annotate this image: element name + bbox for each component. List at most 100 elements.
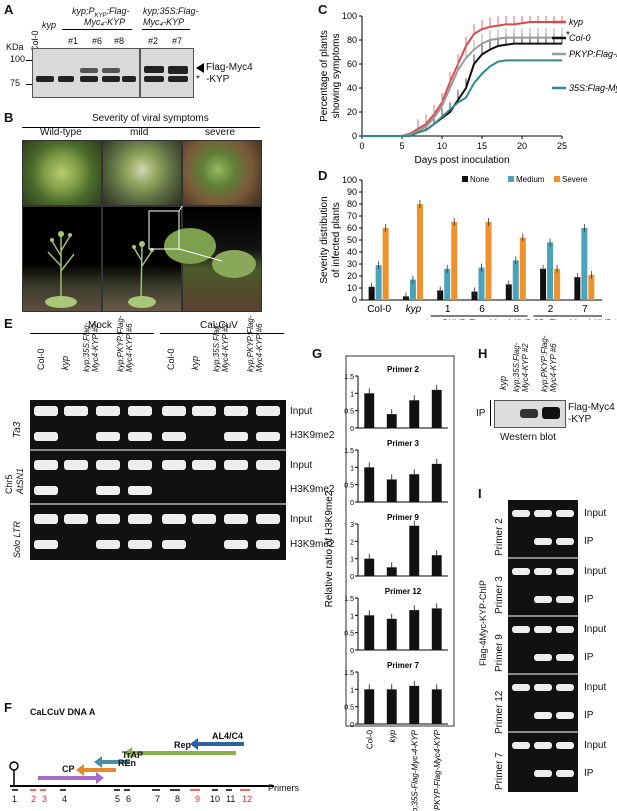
g-bar [409,610,420,650]
c-legend-label: Col-0 [569,33,591,43]
c-x-tick-label: 15 [477,141,487,151]
d-x-tick-label: Col-0 [367,304,391,315]
primer-1: 1 [12,794,18,804]
c-y-tick-label: 0 [352,131,357,141]
gel-i-bands [508,510,578,777]
d-y-tick-label: 90 [347,187,357,197]
group1-line2: Myc₄-KYP [84,17,126,27]
c-y-axis-title: Percentage of plantsshowing symptoms [319,30,342,122]
group2-line2: Myc₄-KYP [143,17,185,27]
g-bar [409,474,420,502]
d-bar [574,277,581,300]
primer-7: 7 [155,794,161,804]
g-x-tick-label: Col-0 [365,729,374,749]
group1-a: kyp;P [72,6,95,16]
locus-atsn1: AtSN1 [15,467,25,494]
d-y-axis-title: Severity distributionof infected plants [319,196,342,283]
g-y-tick-label: 1.5 [344,448,354,455]
e-row-input-1: Input [290,406,313,417]
c-x-tick-label: 10 [437,141,447,151]
g-bar [409,525,420,576]
g-y-tick-label: 3 [350,522,354,529]
gene-al4c4: AL4/C4 [212,731,244,741]
g-y-tick-label: 1 [350,687,354,694]
g-subplot-title: Primer 9 [387,513,420,522]
d-bar [588,274,595,300]
e-lane-1: Col-0 [36,348,46,370]
e-row-h3k9-3: H3K9me2 [290,539,335,550]
i-primer-9: Primer 9 [494,634,505,672]
gene-ren: REn [118,758,136,768]
d-y-tick-label: 30 [347,259,357,269]
d-y-tick-label: 0 [352,295,357,305]
e-lane-2: kyp [60,355,70,370]
c-series-line-2 [362,36,562,137]
g-y-tick-label: 1.5 [344,596,354,603]
d-y-tick-label: 20 [347,271,357,281]
c-x-tick-label: 0 [359,141,364,151]
e-lane-5: Col-0 [166,348,176,370]
g-bar [386,689,397,724]
g-bar [364,558,375,576]
c-series-line-3 [362,59,562,137]
chart-g-h3k9me2-ratio: Relative ratio of H3K9me2 Primer 2 0 0.5 1 1.… [324,355,455,811]
d-bar [554,268,561,300]
d-y-tick-label: 100 [342,175,357,185]
d-bar [485,222,492,300]
d-legend-label: Medium [516,175,545,184]
d-bar [437,290,444,300]
group2-rule [142,29,190,30]
primer-3: 3 [42,794,48,804]
mock-label: Mock [88,320,112,331]
panel-label-f: F [4,700,12,715]
panel-label-b: B [4,110,14,125]
lane-8: #8 [114,36,125,46]
g-bar [364,615,375,650]
gel-e [30,400,286,560]
group1-line1: kyp;PKYP:Flag- [72,6,130,19]
band-star: * [196,74,200,85]
g-bar [409,400,420,428]
g-subplot-title: Primer 7 [387,661,420,670]
arrowhead-icon [196,63,204,73]
panel-label-g: G [312,346,323,361]
g-x-tick-label: kyp;PKYP-Flag-Myc4-KYP [433,729,442,811]
panelf-title: CaLCuV DNA A [30,707,96,717]
lane-6: #6 [92,36,103,46]
g-y-tick-label: 1 [350,613,354,620]
d-bar [368,286,375,300]
g-y-tick-label: 0.5 [344,705,354,712]
d-legend-label: None [470,175,490,184]
primer-10: 10 [210,794,221,804]
lane-kyp: kyp [42,20,57,30]
col-mild: mild [130,127,149,138]
g-y-tick-label: 0 [350,722,354,729]
primer-8: 8 [175,794,181,804]
d-x-tick-label: kyp [406,304,422,315]
d-bar [444,268,451,300]
d-bar [519,237,526,300]
g-y-tick-label: 2 [350,539,354,546]
primer-11: 11 [226,794,236,804]
mw-100: 100 [10,54,26,64]
panel-label-d: D [318,168,328,183]
e-lane-8: kyp;PKYP:Flag-Myc4-KYP #6 [246,315,264,372]
photo-mild-rosette [102,140,182,206]
g-y-tick-label: 1.5 [344,374,354,381]
c-x-axis-title: Days post inoculation [414,155,509,166]
c-legend-label: kyp [569,17,583,27]
photo-wildtype-plant [22,206,102,312]
calcuv-rule [160,333,284,334]
d-y-tick-label: 70 [347,211,357,221]
d-x-tick-label: 7 [582,304,588,315]
d-group-label-2: kyp;35~Flag-Myc4-KYP # [517,318,617,320]
d-y-tick-label: 60 [347,223,357,233]
g-subplot-title: Primer 2 [387,365,420,374]
d-bar [375,265,382,300]
g-bar [431,608,442,650]
lane-1: #1 [68,36,79,46]
d-group-label-1: kyp;PKYP:Flag-Myc4-KYP # [425,318,539,320]
d-legend-label: Severe [562,175,588,184]
lane-7: #7 [172,36,183,46]
photo-severe-rosette [182,140,262,206]
